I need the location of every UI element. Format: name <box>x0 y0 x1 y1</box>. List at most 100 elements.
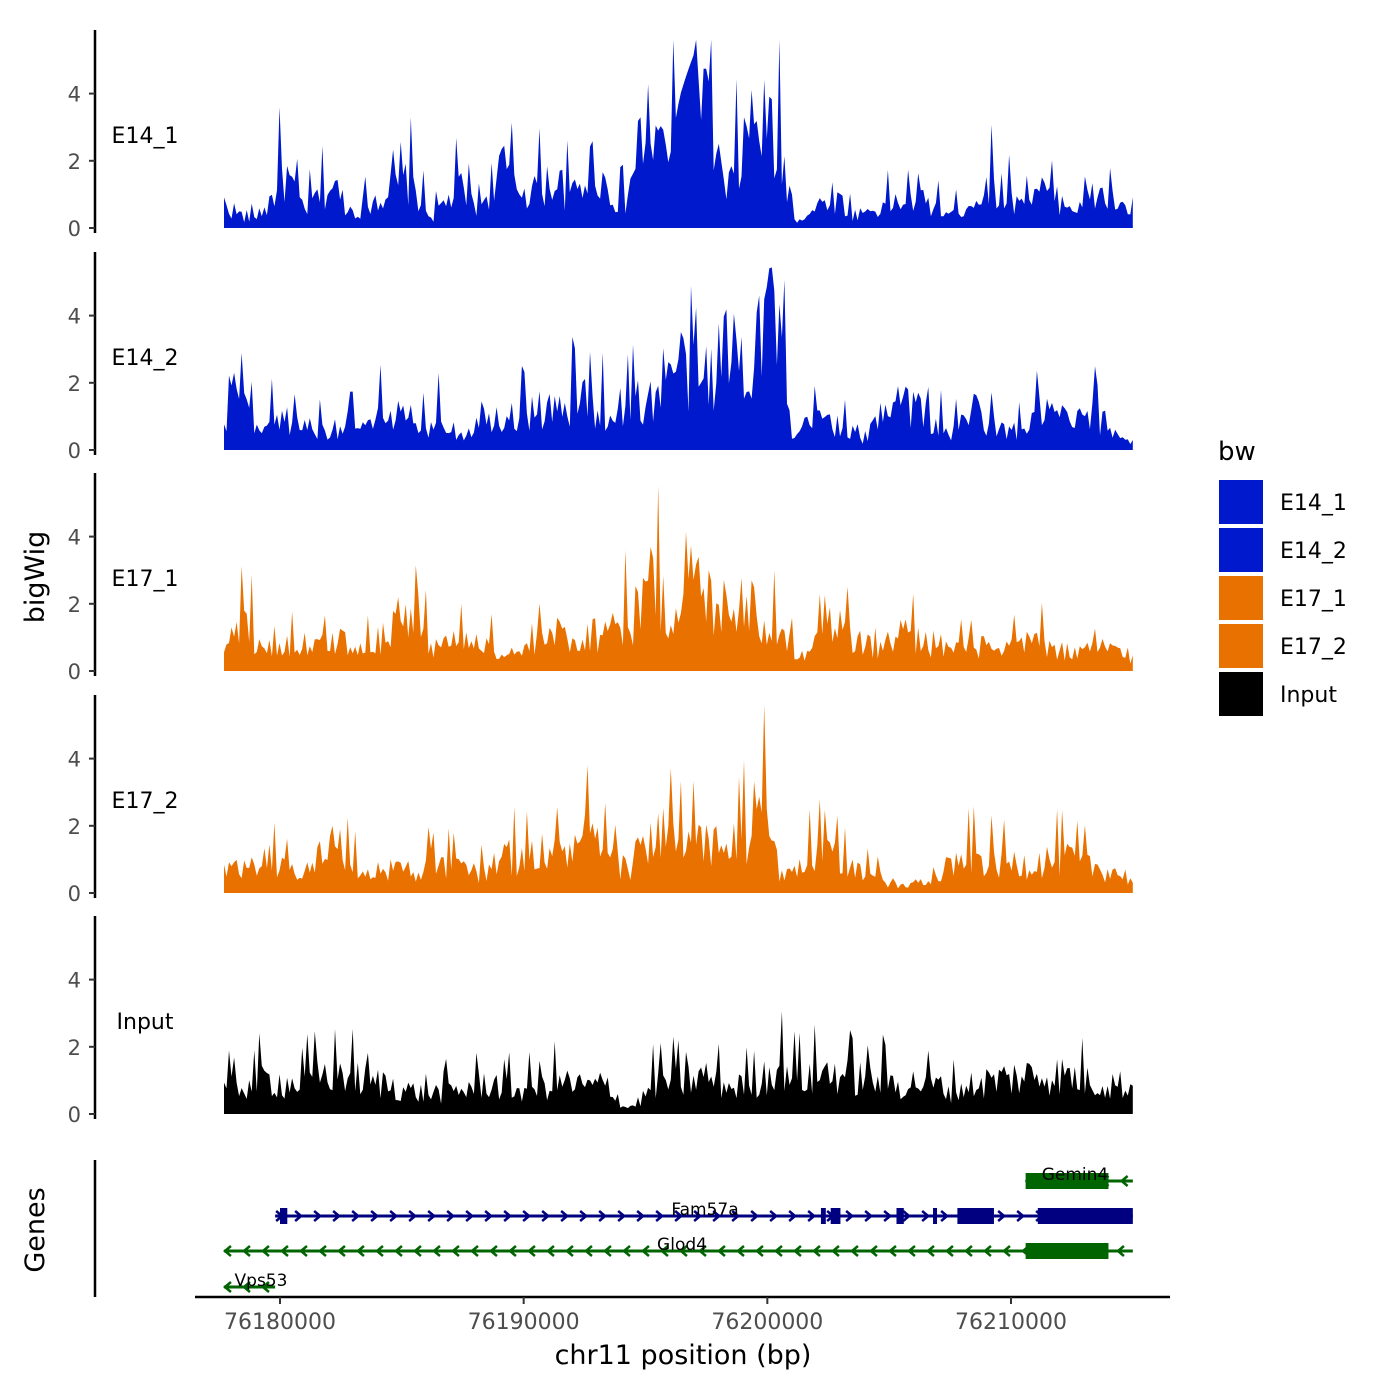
strand-arrow <box>584 1245 593 1257</box>
strand-arrow <box>299 1245 308 1257</box>
x-tick-label: 76180000 <box>224 1310 336 1335</box>
coverage-area <box>224 704 1133 893</box>
y-tick-label: 0 <box>68 217 81 241</box>
strand-arrow <box>560 1210 570 1222</box>
track-label: E17_2 <box>112 789 179 814</box>
gene-label: Gemin4 <box>1042 1165 1109 1185</box>
legend-label: E17_2 <box>1280 635 1347 660</box>
gene-label: Glod4 <box>657 1235 707 1255</box>
strand-arrow <box>717 1245 726 1257</box>
exon <box>1025 1173 1109 1189</box>
strand-arrow <box>603 1245 612 1257</box>
strand-arrow <box>522 1210 532 1222</box>
strand-arrow <box>793 1245 802 1257</box>
strand-arrow <box>598 1210 608 1222</box>
exon <box>280 1208 288 1224</box>
strand-arrow <box>679 1245 688 1257</box>
strand-arrow <box>427 1210 437 1222</box>
y-axis-title: bigWig <box>20 531 51 624</box>
exon <box>830 1208 841 1224</box>
strand-arrow <box>698 1245 707 1257</box>
exon <box>1037 1208 1133 1224</box>
strand-arrow <box>1002 1245 1011 1257</box>
strand-arrow <box>508 1245 517 1257</box>
track-label: Input <box>117 1010 174 1035</box>
strand-arrow <box>489 1245 498 1257</box>
coverage-area <box>224 1011 1133 1114</box>
gene-gemin4: Gemin4 <box>1024 1165 1133 1189</box>
strand-arrow <box>617 1210 627 1222</box>
y-tick-label: 4 <box>68 526 81 550</box>
legend: bw E14_1 E14_2 E17_1 E17_2 Input <box>1218 437 1347 716</box>
exon <box>820 1208 826 1224</box>
legend-label: Input <box>1280 683 1337 708</box>
track-label: E17_1 <box>112 567 179 592</box>
strand-arrow <box>541 1210 551 1222</box>
strand-arrow <box>261 1281 270 1293</box>
bigwig-tracks: 0 2 4 E14_1 0 2 4 E14_2 0 2 4 E17_1 0 2 4 E17_2 0 2 4 Input <box>68 30 1133 1127</box>
strand-arrow <box>1119 1175 1129 1187</box>
y-tick-label: 4 <box>68 969 81 993</box>
track-e14-1: 0 2 4 E14_1 <box>68 30 1133 241</box>
strand-arrow <box>845 1210 855 1222</box>
legend-label: E14_2 <box>1280 539 1347 564</box>
legend-swatch <box>1219 624 1263 668</box>
strand-arrow <box>465 1210 475 1222</box>
x-tick-label: 76210000 <box>955 1310 1067 1335</box>
y-tick-label: 0 <box>68 439 81 463</box>
exon <box>957 1208 994 1224</box>
gene-annotation-track: Gemin4 Fam57a Glod4 Vps53 <box>93 1160 1133 1297</box>
strand-arrow <box>294 1210 304 1222</box>
strand-arrow <box>712 1210 722 1222</box>
strand-arrow <box>242 1281 251 1293</box>
strand-arrow <box>769 1210 779 1222</box>
coverage-area <box>224 267 1133 450</box>
y-tick-label: 2 <box>68 815 81 839</box>
strand-arrow <box>788 1210 798 1222</box>
track-e17-1: 0 2 4 E17_1 <box>68 473 1133 684</box>
gene-fam57a: Fam57a <box>275 1200 1133 1224</box>
strand-arrow <box>945 1245 954 1257</box>
y-tick-label: 4 <box>68 748 81 772</box>
strand-arrow <box>261 1245 270 1257</box>
legend-swatch <box>1219 528 1263 572</box>
y-tick-label: 4 <box>68 305 81 329</box>
strand-arrow <box>674 1210 684 1222</box>
strand-arrow <box>313 1210 323 1222</box>
x-axis-title: chr11 position (bp) <box>555 1340 812 1371</box>
strand-arrow <box>546 1245 555 1257</box>
strand-arrow <box>527 1245 536 1257</box>
strand-arrow <box>997 1210 1007 1222</box>
strand-arrow <box>926 1245 935 1257</box>
strand-arrow <box>375 1245 384 1257</box>
strand-arrow <box>432 1245 441 1257</box>
y-tick-label: 0 <box>68 660 81 684</box>
y-tick-label: 2 <box>68 372 81 396</box>
strand-arrow <box>242 1245 251 1257</box>
strand-arrow <box>693 1210 703 1222</box>
track-label: E14_1 <box>112 124 179 149</box>
gene-glod4: Glod4 <box>223 1235 1133 1259</box>
strand-arrow <box>565 1245 574 1257</box>
exon <box>896 1208 904 1224</box>
gene-label: Fam57a <box>671 1200 738 1220</box>
strand-arrow <box>850 1245 859 1257</box>
y-tick-label: 2 <box>68 150 81 174</box>
genes-track-title: Genes <box>20 1187 51 1272</box>
x-tick-label: 76200000 <box>711 1310 823 1335</box>
strand-arrow <box>280 1245 289 1257</box>
strand-arrow <box>888 1245 897 1257</box>
y-tick-label: 4 <box>68 83 81 107</box>
exon <box>1025 1243 1109 1259</box>
legend-swatch <box>1219 576 1263 620</box>
coverage-area <box>224 485 1133 671</box>
x-tick-label: 76190000 <box>468 1310 580 1335</box>
y-tick-label: 0 <box>68 1103 81 1127</box>
x-axis: 76180000 76190000 76200000 76210000 <box>195 1295 1170 1335</box>
strand-arrow <box>660 1245 669 1257</box>
track-label: E14_2 <box>112 346 179 371</box>
strand-arrow <box>389 1210 399 1222</box>
y-tick-label: 0 <box>68 882 81 906</box>
y-tick-label: 2 <box>68 593 81 617</box>
